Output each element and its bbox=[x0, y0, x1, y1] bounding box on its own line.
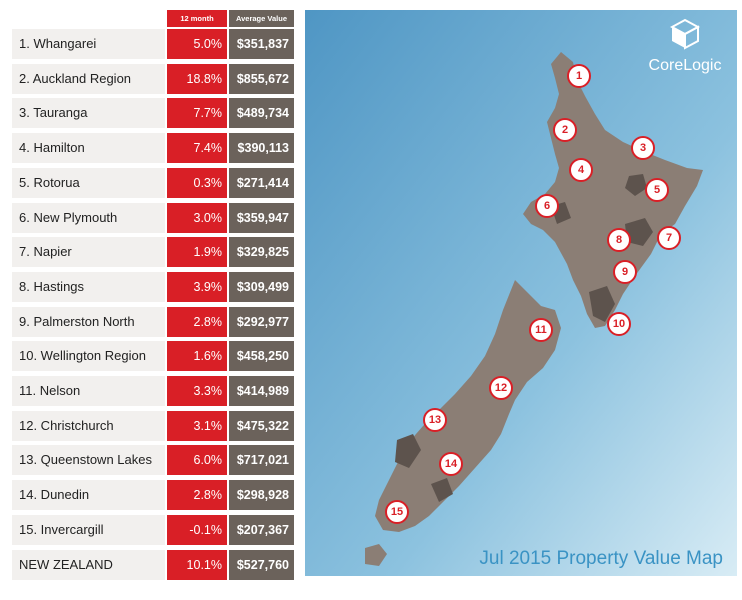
average-value: $414,989 bbox=[229, 376, 294, 406]
table-row: 14. Dunedin 2.8% $298,928 bbox=[12, 480, 294, 511]
stewart-island-shape bbox=[365, 544, 387, 566]
change-value: 3.0% bbox=[167, 202, 227, 233]
lake-taupo-region bbox=[625, 174, 647, 196]
change-value: 18.8% bbox=[167, 63, 227, 94]
table-row: 3. Tauranga 7.7% $489,734 bbox=[12, 98, 294, 129]
average-value: $351,837 bbox=[229, 29, 294, 59]
table-row: 2. Auckland Region 18.8% $855,672 bbox=[12, 63, 294, 94]
region-name: 1. Whangarei bbox=[12, 29, 165, 59]
average-value: $527,760 bbox=[229, 549, 294, 580]
corelogic-brand: CoreLogic bbox=[645, 18, 725, 75]
region-name: 9. Palmerston North bbox=[12, 306, 165, 337]
map-marker: 7 bbox=[657, 226, 681, 250]
change-value: 2.8% bbox=[167, 306, 227, 337]
map-marker: 3 bbox=[631, 136, 655, 160]
table-row: 10. Wellington Region 1.6% $458,250 bbox=[12, 341, 294, 372]
table-row: 1. Whangarei 5.0% $351,837 bbox=[12, 29, 294, 59]
average-value: $717,021 bbox=[229, 445, 294, 476]
header-value: Average Value bbox=[229, 10, 294, 27]
region-name: 7. Napier bbox=[12, 237, 165, 268]
map-marker: 1 bbox=[567, 64, 591, 88]
change-value: 10.1% bbox=[167, 549, 227, 580]
table-row: 5. Rotorua 0.3% $271,414 bbox=[12, 167, 294, 198]
brand-name: CoreLogic bbox=[648, 57, 722, 74]
change-value: 3.3% bbox=[167, 376, 227, 406]
change-value: 1.9% bbox=[167, 237, 227, 268]
change-value: 7.4% bbox=[167, 133, 227, 164]
region-name: 15. Invercargill bbox=[12, 514, 165, 545]
change-value: 3.1% bbox=[167, 410, 227, 441]
map-svg bbox=[305, 10, 737, 576]
region-name: 14. Dunedin bbox=[12, 480, 165, 511]
change-value: 6.0% bbox=[167, 445, 227, 476]
average-value: $329,825 bbox=[229, 237, 294, 268]
dunedin-region bbox=[431, 478, 453, 502]
table-row: 15. Invercargill -0.1% $207,367 bbox=[12, 514, 294, 545]
region-name: 11. Nelson bbox=[12, 376, 165, 406]
map-caption: Jul 2015 Property Value Map bbox=[479, 548, 723, 569]
average-value: $390,113 bbox=[229, 133, 294, 164]
change-value: 2.8% bbox=[167, 480, 227, 511]
table-row: 7. Napier 1.9% $329,825 bbox=[12, 237, 294, 268]
region-name: 5. Rotorua bbox=[12, 167, 165, 198]
change-value: 0.3% bbox=[167, 167, 227, 198]
change-value: -0.1% bbox=[167, 514, 227, 545]
hastings-region bbox=[625, 218, 653, 246]
table-header: 12 month change Average Value bbox=[12, 10, 294, 40]
region-name: 12. Christchurch bbox=[12, 410, 165, 441]
map-marker: 8 bbox=[607, 228, 631, 252]
map-marker: 6 bbox=[535, 194, 559, 218]
region-name: 2. Auckland Region bbox=[12, 63, 165, 94]
nz-map: CoreLogic 1 2 3 4 5 6 7 8 9 10 11 12 13 14 15 Jul 2015… bbox=[305, 10, 737, 576]
property-value-table: 12 month change Average Value 1. Whangar… bbox=[12, 10, 294, 580]
table-row: 9. Palmerston North 2.8% $292,977 bbox=[12, 306, 294, 337]
table-row: 13. Queenstown Lakes 6.0% $717,021 bbox=[12, 445, 294, 476]
region-name: 10. Wellington Region bbox=[12, 341, 165, 372]
table-row: 4. Hamilton 7.4% $390,113 bbox=[12, 133, 294, 164]
queenstown-region bbox=[395, 434, 421, 468]
region-name: 6. New Plymouth bbox=[12, 202, 165, 233]
map-marker: 14 bbox=[439, 452, 463, 476]
average-value: $489,734 bbox=[229, 98, 294, 129]
average-value: $855,672 bbox=[229, 63, 294, 94]
table-row: 6. New Plymouth 3.0% $359,947 bbox=[12, 202, 294, 233]
average-value: $359,947 bbox=[229, 202, 294, 233]
table-row: 11. Nelson 3.3% $414,989 bbox=[12, 376, 294, 406]
region-name: 4. Hamilton bbox=[12, 133, 165, 164]
header-change: 12 month change bbox=[167, 10, 227, 40]
south-island-shape bbox=[375, 280, 561, 532]
average-value: $207,367 bbox=[229, 514, 294, 545]
table-row: 8. Hastings 3.9% $309,499 bbox=[12, 271, 294, 302]
change-value: 3.9% bbox=[167, 271, 227, 302]
region-name: 3. Tauranga bbox=[12, 98, 165, 129]
map-marker: 9 bbox=[613, 260, 637, 284]
average-value: $475,322 bbox=[229, 410, 294, 441]
map-marker: 2 bbox=[553, 118, 577, 142]
table-row: NEW ZEALAND 10.1% $527,760 bbox=[12, 549, 294, 580]
average-value: $309,499 bbox=[229, 271, 294, 302]
average-value: $292,977 bbox=[229, 306, 294, 337]
map-marker: 10 bbox=[607, 312, 631, 336]
region-name: NEW ZEALAND bbox=[12, 549, 165, 580]
map-marker: 13 bbox=[423, 408, 447, 432]
cube-logo-icon bbox=[669, 18, 701, 50]
map-marker: 5 bbox=[645, 178, 669, 202]
change-value: 7.7% bbox=[167, 98, 227, 129]
average-value: $271,414 bbox=[229, 167, 294, 198]
map-marker: 4 bbox=[569, 158, 593, 182]
table-row: 12. Christchurch 3.1% $475,322 bbox=[12, 410, 294, 441]
region-name: 13. Queenstown Lakes bbox=[12, 445, 165, 476]
map-marker: 15 bbox=[385, 500, 409, 524]
map-marker: 11 bbox=[529, 318, 553, 342]
change-value: 5.0% bbox=[167, 29, 227, 59]
region-name: 8. Hastings bbox=[12, 271, 165, 302]
average-value: $298,928 bbox=[229, 480, 294, 511]
change-value: 1.6% bbox=[167, 341, 227, 372]
wellington-region bbox=[589, 286, 615, 322]
average-value: $458,250 bbox=[229, 341, 294, 372]
map-marker: 12 bbox=[489, 376, 513, 400]
